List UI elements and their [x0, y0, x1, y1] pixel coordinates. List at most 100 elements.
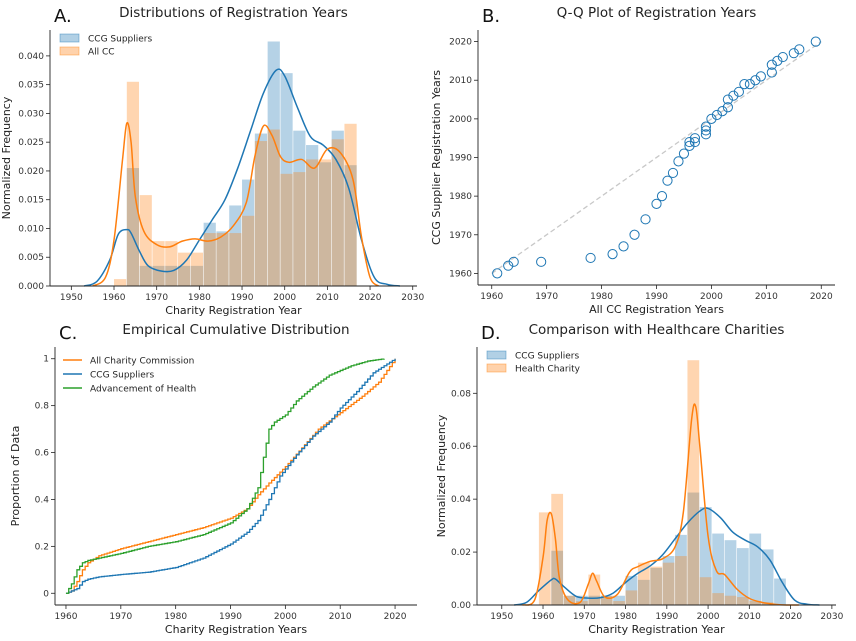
histogram-bar: [625, 575, 638, 605]
y-tick-label: 0.2: [35, 542, 49, 552]
legend-label: Advancement of Health: [90, 385, 196, 395]
qq-point: [711, 109, 723, 121]
x-tick-label: 1980: [164, 612, 187, 622]
x-tick-label: 1970: [145, 293, 168, 303]
histogram-bar: [712, 593, 724, 605]
histogram-bar: [662, 562, 675, 605]
qq-point: [656, 191, 668, 202]
x-tick-label: 2010: [316, 293, 339, 303]
kde-line-blue: [513, 507, 820, 606]
qq-point: [667, 167, 679, 179]
y-tick-label: 0.04: [451, 495, 471, 505]
x-tick-label: 2020: [359, 293, 382, 303]
histogram-bar: [280, 73, 293, 287]
histogram-bar: [699, 577, 712, 605]
x-axis-label: All CC Registration Years: [589, 303, 724, 316]
x-tick-label: 2020: [779, 612, 802, 622]
y-axis-label: Normalized Frequency: [0, 96, 13, 219]
histogram-bar: [267, 129, 280, 286]
legend-label: All CC: [88, 48, 115, 58]
qq-point: [733, 86, 744, 97]
qq-point: [810, 36, 821, 47]
y-tick-label: 0.030: [18, 109, 44, 119]
y-tick-label: 1980: [449, 192, 472, 202]
series-blue: [126, 41, 357, 287]
x-tick-label: 1960: [480, 292, 503, 302]
legend-swatch: [59, 33, 80, 43]
chart-title: Comparison with Healthcare Charities: [529, 322, 785, 338]
x-tick-label: 1990: [655, 612, 678, 622]
legend-label: CCG Suppliers: [90, 371, 154, 381]
legend-label: CCG Suppliers: [515, 352, 579, 362]
x-axis-label: Charity Registration Year: [588, 623, 725, 636]
histogram-bar: [588, 574, 601, 605]
x-tick-label: 2010: [738, 612, 761, 622]
legend: CCG Suppliers Health Charity: [486, 350, 581, 375]
x-tick-label: 1980: [188, 293, 211, 303]
qq-point: [755, 71, 766, 82]
histogram-bar: [178, 265, 191, 286]
histogram-bar: [551, 550, 564, 605]
histogram-bar: [749, 601, 762, 605]
y-tick-label: 1990: [449, 154, 472, 164]
histogram-bar: [331, 139, 344, 286]
histogram-bar: [613, 595, 625, 605]
y-tick-label: 0.025: [18, 138, 44, 148]
histogram-bar: [563, 595, 576, 605]
histogram-bar: [139, 195, 152, 286]
chart-title: Q-Q Plot of Registration Years: [557, 5, 757, 21]
y-tick-label: 2020: [449, 38, 472, 48]
axes: 1960 1970 1980 1990 2000 2010 2020 1960 1970 1980…: [430, 30, 835, 316]
x-tick-label: 1960: [55, 612, 78, 622]
qq-point: [662, 175, 673, 186]
histogram-bar: [293, 172, 306, 286]
qq-point: [750, 75, 761, 86]
histogram-bar: [613, 601, 625, 605]
x-tick-label: 1990: [645, 292, 668, 302]
x-tick-label: 1970: [535, 292, 558, 302]
histogram-bar: [126, 81, 140, 286]
x-tick-label: 1970: [573, 612, 596, 622]
y-tick-label: 0.06: [451, 442, 471, 452]
y-axis-label: CCG Supplier Registration Years: [430, 70, 443, 245]
qq-point: [788, 48, 799, 59]
histogram-bar: [242, 215, 255, 286]
qq-point: [766, 59, 777, 70]
x-tick-label: 2000: [273, 293, 296, 303]
legend-label: All Charity Commission: [90, 357, 194, 367]
y-tick-label: 0.010: [18, 224, 44, 234]
x-tick-label: 2030: [820, 612, 843, 622]
qq-point: [503, 260, 514, 271]
x-tick-label: 2000: [274, 612, 297, 622]
histogram-bar: [306, 145, 319, 286]
x-tick-label: 1950: [60, 293, 83, 303]
histogram-bar: [563, 595, 576, 605]
y-axis-label: Proportion of Data: [9, 426, 22, 527]
histogram-bar: [749, 533, 762, 605]
histogram-bar: [280, 173, 293, 286]
panel-label: B.: [482, 6, 500, 27]
x-tick-label: 1980: [590, 292, 613, 302]
qq-point: [700, 121, 712, 132]
qq-point: [492, 268, 503, 279]
qq-point: [794, 44, 805, 55]
x-tick-label: 1960: [103, 293, 126, 303]
y-tick-label: 0.00: [451, 601, 471, 611]
y-tick-label: 0.040: [18, 52, 44, 62]
histogram-bar: [229, 233, 242, 286]
panel-b: 1960 1970 1980 1990 2000 2010 2020 1960 1970 1980…: [430, 5, 835, 316]
x-tick-label: 1990: [231, 293, 254, 303]
legend-swatch: [486, 363, 507, 373]
panel-label: D.: [481, 323, 501, 344]
series-blue: [551, 492, 786, 605]
kde-line-blue: [83, 68, 401, 287]
qq-point: [618, 241, 629, 252]
histogram-bar: [650, 566, 663, 605]
histogram-bar: [736, 548, 749, 605]
histogram-bar: [724, 540, 737, 605]
histogram-bar: [637, 562, 650, 605]
histogram-bar: [675, 556, 687, 605]
legend-label: Health Charity: [515, 365, 581, 375]
y-tick-label: 0.020: [18, 167, 44, 177]
